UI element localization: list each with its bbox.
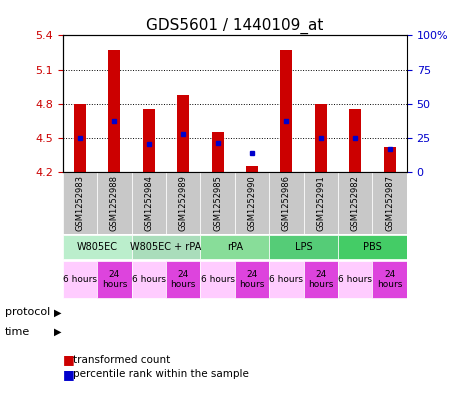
Text: ■: ■ <box>63 353 74 366</box>
Text: time: time <box>5 327 30 337</box>
Bar <box>372 172 407 234</box>
Text: 6 hours: 6 hours <box>269 275 304 284</box>
Bar <box>200 172 235 234</box>
Bar <box>74 104 86 172</box>
Bar <box>132 261 166 298</box>
Bar <box>143 109 155 172</box>
Text: ▶: ▶ <box>53 307 61 318</box>
Text: 24
hours: 24 hours <box>171 270 196 289</box>
Text: 6 hours: 6 hours <box>338 275 372 284</box>
Bar <box>235 261 269 298</box>
Text: LPS: LPS <box>295 242 312 252</box>
Bar <box>304 261 338 298</box>
Text: protocol: protocol <box>5 307 50 318</box>
Bar <box>63 261 97 298</box>
Text: W805EC + rPA: W805EC + rPA <box>130 242 202 252</box>
Text: 6 hours: 6 hours <box>132 275 166 284</box>
Bar <box>212 132 224 172</box>
Text: 24
hours: 24 hours <box>239 270 265 289</box>
Bar <box>63 172 97 234</box>
Text: transformed count: transformed count <box>73 354 171 365</box>
Text: GSM1252983: GSM1252983 <box>75 175 85 231</box>
Text: GSM1252991: GSM1252991 <box>316 175 326 231</box>
Text: GSM1252988: GSM1252988 <box>110 175 119 231</box>
Bar <box>97 172 132 234</box>
Bar <box>200 235 269 259</box>
Bar <box>304 172 338 234</box>
Bar <box>384 147 396 172</box>
Text: GSM1252987: GSM1252987 <box>385 175 394 231</box>
Bar <box>269 261 304 298</box>
Text: rPA: rPA <box>227 242 243 252</box>
Bar <box>269 172 304 234</box>
Text: 24
hours: 24 hours <box>377 270 402 289</box>
Text: ▶: ▶ <box>53 327 61 337</box>
Bar <box>280 50 292 172</box>
Text: ■: ■ <box>63 367 74 381</box>
Text: GSM1252985: GSM1252985 <box>213 175 222 231</box>
Bar <box>372 261 407 298</box>
Bar <box>349 109 361 172</box>
Bar <box>132 172 166 234</box>
Text: 6 hours: 6 hours <box>200 275 235 284</box>
Bar <box>246 166 258 172</box>
Text: percentile rank within the sample: percentile rank within the sample <box>73 369 249 379</box>
Text: GSM1252986: GSM1252986 <box>282 175 291 231</box>
Bar <box>235 172 269 234</box>
Title: GDS5601 / 1440109_at: GDS5601 / 1440109_at <box>146 18 324 34</box>
Text: PBS: PBS <box>363 242 382 252</box>
Text: 6 hours: 6 hours <box>63 275 97 284</box>
Text: W805EC: W805EC <box>77 242 118 252</box>
Bar <box>132 235 200 259</box>
Text: GSM1252989: GSM1252989 <box>179 175 188 231</box>
Bar <box>97 261 132 298</box>
Bar <box>269 235 338 259</box>
Text: 24
hours: 24 hours <box>102 270 127 289</box>
Bar <box>338 235 407 259</box>
Text: GSM1252982: GSM1252982 <box>351 175 360 231</box>
Bar <box>315 104 327 172</box>
Text: 24
hours: 24 hours <box>308 270 333 289</box>
Bar <box>63 235 132 259</box>
Bar <box>338 172 372 234</box>
Bar <box>177 95 189 172</box>
Bar <box>200 261 235 298</box>
Bar <box>338 261 372 298</box>
Bar <box>166 172 200 234</box>
Bar <box>108 50 120 172</box>
Text: GSM1252984: GSM1252984 <box>144 175 153 231</box>
Bar <box>166 261 200 298</box>
Text: GSM1252990: GSM1252990 <box>247 175 257 231</box>
